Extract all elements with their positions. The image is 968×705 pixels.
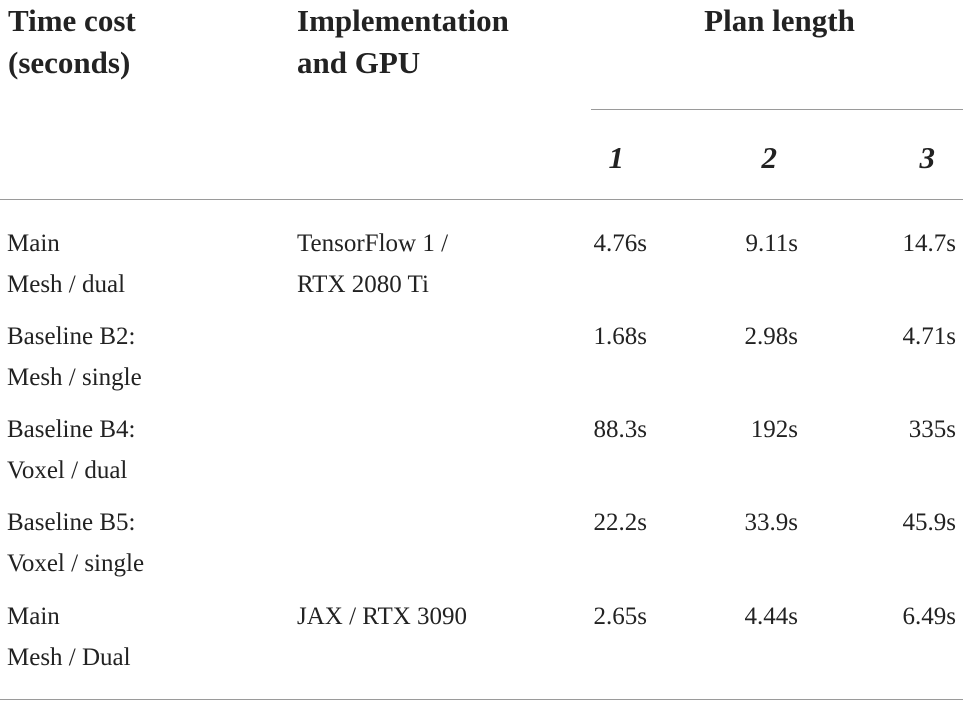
row-label-line-2: Mesh / Dual [7, 644, 131, 671]
row-implementation-line-2: RTX 2080 Ti [297, 271, 429, 298]
row-value-plan-2: 33.9s [744, 509, 798, 536]
row-label-line-1: Baseline B2: [7, 323, 136, 350]
row-value-plan-3: 14.7s [902, 230, 956, 257]
table-row: Baseline B5: Voxel / single 22.2s 33.9s … [0, 502, 968, 595]
row-label-line-1: Baseline B5: [7, 509, 136, 536]
subheader-plan-length-3: 3 [919, 140, 936, 175]
row-value-plan-3: 45.9s [902, 509, 956, 536]
row-implementation: TensorFlow 1 / RTX 2080 Ti [297, 223, 577, 305]
row-value-plan-1: 4.76s [593, 230, 647, 257]
header-time-cost-line-2: (seconds) [8, 45, 131, 80]
row-label-line-1: Main [7, 230, 60, 257]
table-row: Main Mesh / Dual JAX / RTX 3090 2.65s 4.… [0, 596, 968, 689]
row-label: Baseline B4: Voxel / dual [7, 409, 277, 491]
header-time-cost: Time cost (seconds) [8, 0, 268, 84]
row-value-plan-2: 9.11s [745, 230, 798, 257]
row-label-line-2: Voxel / single [7, 550, 145, 577]
table-row: Baseline B2: Mesh / single 1.68s 2.98s 4… [0, 316, 968, 409]
header-implementation: Implementation and GPU [297, 0, 587, 84]
row-label: Main Mesh / Dual [7, 596, 277, 678]
row-label-line-2: Voxel / dual [7, 457, 128, 484]
header-time-cost-line-1: Time cost [8, 3, 136, 38]
header-implementation-line-2: and GPU [297, 45, 421, 80]
row-label-line-1: Main [7, 603, 60, 630]
table-row: Baseline B4: Voxel / dual 88.3s 192s 335… [0, 409, 968, 502]
row-label: Baseline B2: Mesh / single [7, 316, 277, 398]
row-value-plan-3: 4.71s [902, 323, 956, 350]
row-value-plan-1: 88.3s [593, 416, 647, 443]
row-value-plan-2: 4.44s [744, 603, 798, 630]
row-implementation-line-1: JAX / RTX 3090 [297, 603, 468, 630]
row-value-plan-3: 335s [908, 416, 956, 443]
row-value-plan-3: 6.49s [902, 603, 956, 630]
row-label-line-2: Mesh / single [7, 364, 142, 391]
header-rule [0, 199, 963, 200]
row-value-plan-2: 192s [750, 416, 798, 443]
row-implementation-line-1: TensorFlow 1 / [297, 230, 449, 257]
row-value-plan-1: 22.2s [593, 509, 647, 536]
plan-length-rule [591, 109, 963, 110]
subheader-plan-length-2: 2 [761, 140, 778, 175]
row-value-plan-2: 2.98s [744, 323, 798, 350]
header-plan-length: Plan length [591, 0, 968, 42]
header-plan-length-label: Plan length [704, 3, 855, 38]
row-label-line-1: Baseline B4: [7, 416, 136, 443]
row-label: Main Mesh / dual [7, 223, 277, 305]
row-value-plan-1: 2.65s [593, 603, 647, 630]
bottom-rule [0, 699, 963, 700]
header-implementation-line-1: Implementation [297, 3, 509, 38]
row-implementation: JAX / RTX 3090 [297, 596, 577, 637]
row-label: Baseline B5: Voxel / single [7, 502, 277, 584]
table-row: Main Mesh / dual TensorFlow 1 / RTX 2080… [0, 223, 968, 316]
subheader-plan-length-1: 1 [608, 140, 625, 175]
row-label-line-2: Mesh / dual [7, 271, 126, 298]
row-value-plan-1: 1.68s [593, 323, 647, 350]
